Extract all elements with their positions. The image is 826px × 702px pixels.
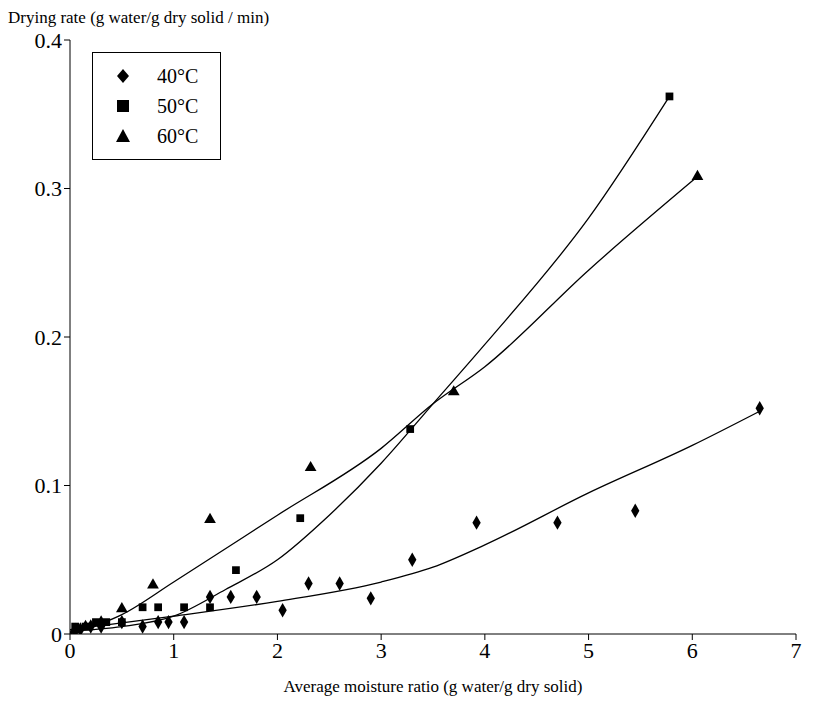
- svg-text:6: 6: [687, 638, 698, 663]
- svg-text:0.2: 0.2: [35, 325, 63, 350]
- svg-text:0: 0: [51, 622, 62, 647]
- svg-text:7: 7: [791, 638, 802, 663]
- svg-text:0.1: 0.1: [35, 473, 63, 498]
- html-text:60°C: 60°C: [157, 124, 199, 147]
- html-text:50°C: 50°C: [157, 94, 199, 117]
- svg-text:0.4: 0.4: [35, 28, 63, 53]
- svg-text:Average moisture ratio (g wate: Average moisture ratio (g water/g dry so…: [284, 677, 583, 696]
- html-text:Drying rate (g water/g dry sol: Drying rate (g water/g dry solid / min): [8, 8, 270, 27]
- svg-text:2: 2: [272, 638, 283, 663]
- svg-text:1: 1: [168, 638, 179, 663]
- svg-text:0.3: 0.3: [35, 176, 63, 201]
- svg-text:0: 0: [65, 638, 76, 663]
- svg-text:5: 5: [583, 638, 594, 663]
- svg-text:3: 3: [376, 638, 387, 663]
- html-text:40°C: 40°C: [157, 64, 199, 87]
- svg-text:4: 4: [479, 638, 490, 663]
